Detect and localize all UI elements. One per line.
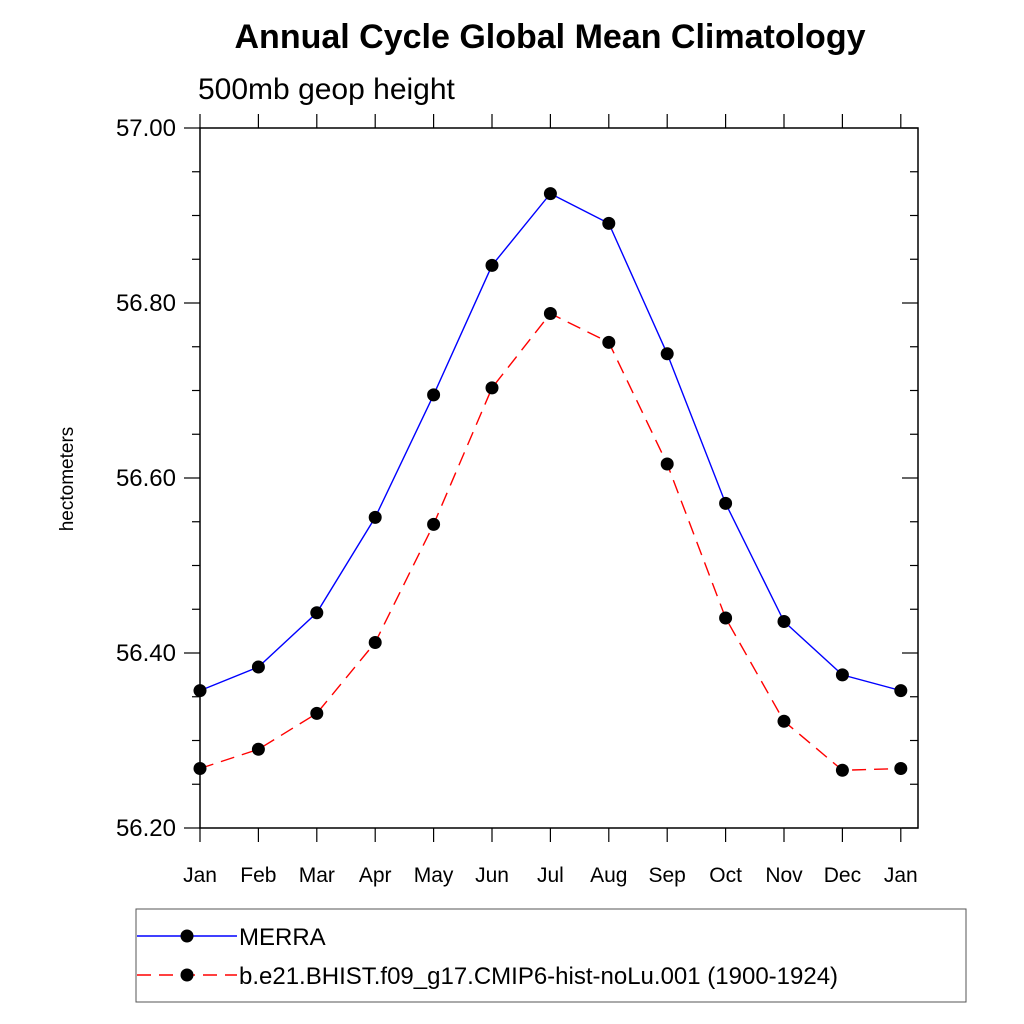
series-2-point: [485, 381, 499, 395]
y-tick-label: 57.00: [116, 115, 176, 142]
legend-marker-1: [180, 929, 194, 943]
series-2-point: [894, 762, 908, 775]
x-tick-label: Jan: [183, 864, 217, 887]
series-1-point: [427, 388, 441, 402]
series-2-point: [193, 762, 207, 775]
series-line-2: [199, 312, 901, 772]
series-1-point: [835, 668, 849, 682]
series-2-point: [543, 307, 557, 320]
series-1-point: [193, 684, 207, 698]
series-2-point: [719, 611, 733, 625]
y-tick-label: 56.60: [116, 465, 176, 492]
series-2-point: [835, 763, 849, 777]
legend: MERRA b.e21.BHIST.f09_g17.CMIP6-hist-noLu…: [135, 908, 967, 1003]
x-tick-label: Mar: [299, 864, 335, 887]
series-line-1: [199, 192, 901, 692]
plot-frame: [199, 127, 919, 829]
series-1-point: [719, 496, 733, 510]
series-1-point: [894, 684, 908, 698]
series-1-point: [485, 258, 499, 272]
series-1-point: [660, 347, 674, 361]
series-1-point: [543, 187, 557, 201]
series-1-point: [777, 615, 791, 628]
series-1-point: [602, 216, 616, 230]
legend-marker-2: [180, 968, 194, 982]
legend-label-2: b.e21.BHIST.f09_g17.CMIP6-hist-noLu.001 …: [239, 963, 838, 990]
y-tick-label: 56.20: [116, 815, 176, 842]
series-2-point: [368, 636, 382, 649]
series-2-point: [660, 457, 674, 471]
series-2-point: [427, 517, 441, 531]
series-2-point: [251, 742, 265, 756]
axis-ticks: 56.20 56.40 56.60 56.80 57.00 Jan Feb Mar Apr May…: [116, 114, 918, 887]
series-2-point: [310, 706, 324, 720]
x-tick-label: Apr: [359, 864, 392, 887]
x-tick-label: Aug: [590, 864, 627, 887]
x-tick-label: Nov: [765, 864, 803, 887]
series-1-point: [310, 606, 324, 620]
chart-subtitle: 500mb geop height: [198, 73, 456, 106]
y-tick-label: 56.80: [116, 290, 176, 317]
series-1-point: [251, 660, 265, 674]
x-tick-label: Sep: [649, 864, 686, 887]
x-tick-label: May: [414, 864, 454, 887]
x-tick-label: Jun: [475, 864, 509, 887]
x-tick-label: Jul: [537, 864, 564, 887]
y-tick-label: 56.40: [116, 640, 176, 667]
x-tick-label: Oct: [709, 864, 742, 887]
y-axis-label: hectometers: [57, 427, 78, 532]
legend-label-1: MERRA: [239, 924, 326, 951]
legend-box: [135, 908, 967, 1003]
series-2-point: [777, 714, 791, 728]
series-1-point: [368, 510, 382, 524]
series-2-point: [602, 335, 616, 349]
chart-title: Annual Cycle Global Mean Climatology: [235, 18, 866, 56]
x-tick-label: Jan: [884, 864, 918, 887]
x-tick-label: Feb: [240, 864, 276, 887]
x-tick-label: Dec: [824, 864, 861, 887]
series-layer: [193, 187, 908, 777]
